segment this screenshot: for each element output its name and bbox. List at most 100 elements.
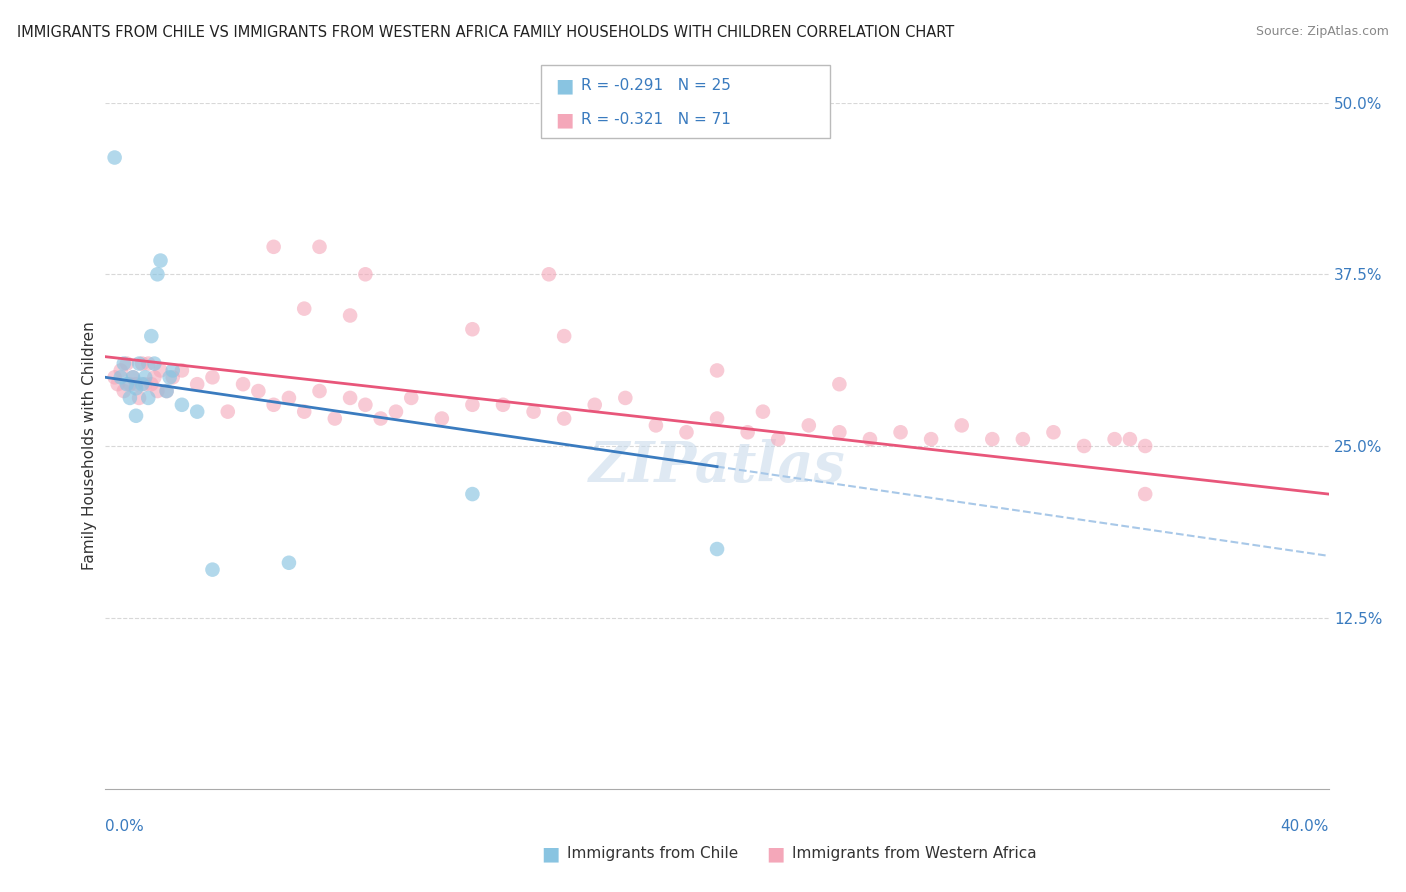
Point — [128, 357, 150, 371]
Point — [155, 384, 177, 398]
Text: Immigrants from Chile: Immigrants from Chile — [567, 847, 738, 861]
Point — [136, 391, 159, 405]
Point — [125, 381, 148, 395]
Point — [131, 357, 153, 371]
Point — [339, 391, 361, 405]
Point — [1119, 432, 1142, 446]
Text: ZIPatlas: ZIPatlas — [589, 439, 845, 494]
Point — [308, 240, 330, 254]
Point — [146, 268, 169, 282]
Point — [143, 357, 166, 371]
Point — [162, 363, 184, 377]
Point — [461, 322, 484, 336]
Point — [768, 432, 790, 446]
Point — [134, 370, 156, 384]
Point — [644, 418, 666, 433]
Point — [981, 432, 1004, 446]
Point — [706, 363, 728, 377]
Point — [159, 370, 181, 384]
Point — [104, 370, 127, 384]
Point — [115, 377, 138, 392]
Point — [706, 542, 728, 557]
Point — [461, 487, 484, 501]
Point — [155, 384, 177, 398]
Point — [186, 377, 208, 392]
Point — [143, 370, 166, 384]
Text: ■: ■ — [555, 111, 574, 129]
Point — [263, 240, 285, 254]
Point — [170, 398, 193, 412]
Point — [141, 329, 163, 343]
Point — [122, 370, 145, 384]
Point — [292, 301, 315, 316]
Point — [1073, 439, 1095, 453]
Point — [141, 377, 163, 392]
Point — [136, 357, 159, 371]
Point — [537, 268, 560, 282]
Point — [118, 377, 141, 392]
Point — [797, 418, 820, 433]
Text: ■: ■ — [766, 844, 785, 863]
Point — [614, 391, 637, 405]
Point — [131, 377, 153, 392]
Point — [950, 418, 973, 433]
Text: ■: ■ — [555, 76, 574, 95]
Point — [232, 377, 254, 392]
Point — [201, 370, 224, 384]
Point — [920, 432, 942, 446]
Text: ■: ■ — [541, 844, 560, 863]
Point — [110, 370, 132, 384]
Point — [278, 556, 301, 570]
Point — [125, 377, 148, 392]
Point — [263, 398, 285, 412]
Point — [134, 377, 156, 392]
Point — [706, 411, 728, 425]
Point — [1133, 439, 1156, 453]
Point — [170, 363, 193, 377]
Text: 40.0%: 40.0% — [1281, 820, 1329, 834]
Point — [492, 398, 515, 412]
Text: Source: ZipAtlas.com: Source: ZipAtlas.com — [1256, 25, 1389, 38]
Point — [370, 411, 392, 425]
Point — [112, 384, 135, 398]
Point — [149, 253, 172, 268]
Point — [162, 370, 184, 384]
Point — [104, 151, 127, 165]
Point — [523, 405, 546, 419]
Point — [461, 398, 484, 412]
Point — [553, 329, 575, 343]
Text: IMMIGRANTS FROM CHILE VS IMMIGRANTS FROM WESTERN AFRICA FAMILY HOUSEHOLDS WITH C: IMMIGRANTS FROM CHILE VS IMMIGRANTS FROM… — [17, 25, 955, 40]
Point — [1133, 487, 1156, 501]
Point — [553, 411, 575, 425]
Point — [828, 377, 851, 392]
Point — [201, 563, 224, 577]
Point — [308, 384, 330, 398]
Point — [401, 391, 423, 405]
Point — [146, 384, 169, 398]
Point — [675, 425, 697, 440]
Point — [859, 432, 882, 446]
Point — [247, 384, 270, 398]
Point — [107, 377, 129, 392]
Point — [583, 398, 606, 412]
Point — [828, 425, 851, 440]
Point — [125, 409, 148, 423]
Point — [1104, 432, 1126, 446]
Point — [278, 391, 301, 405]
Point — [430, 411, 453, 425]
Point — [737, 425, 759, 440]
Point — [112, 357, 135, 371]
Point — [889, 425, 911, 440]
Point — [385, 405, 408, 419]
Point — [1042, 425, 1064, 440]
Point — [323, 411, 346, 425]
Point — [115, 357, 138, 371]
Text: 0.0%: 0.0% — [105, 820, 145, 834]
Point — [110, 363, 132, 377]
Y-axis label: Family Households with Children: Family Households with Children — [82, 322, 97, 570]
Point — [339, 309, 361, 323]
Point — [118, 391, 141, 405]
Point — [217, 405, 239, 419]
Point — [128, 391, 150, 405]
Point — [292, 405, 315, 419]
